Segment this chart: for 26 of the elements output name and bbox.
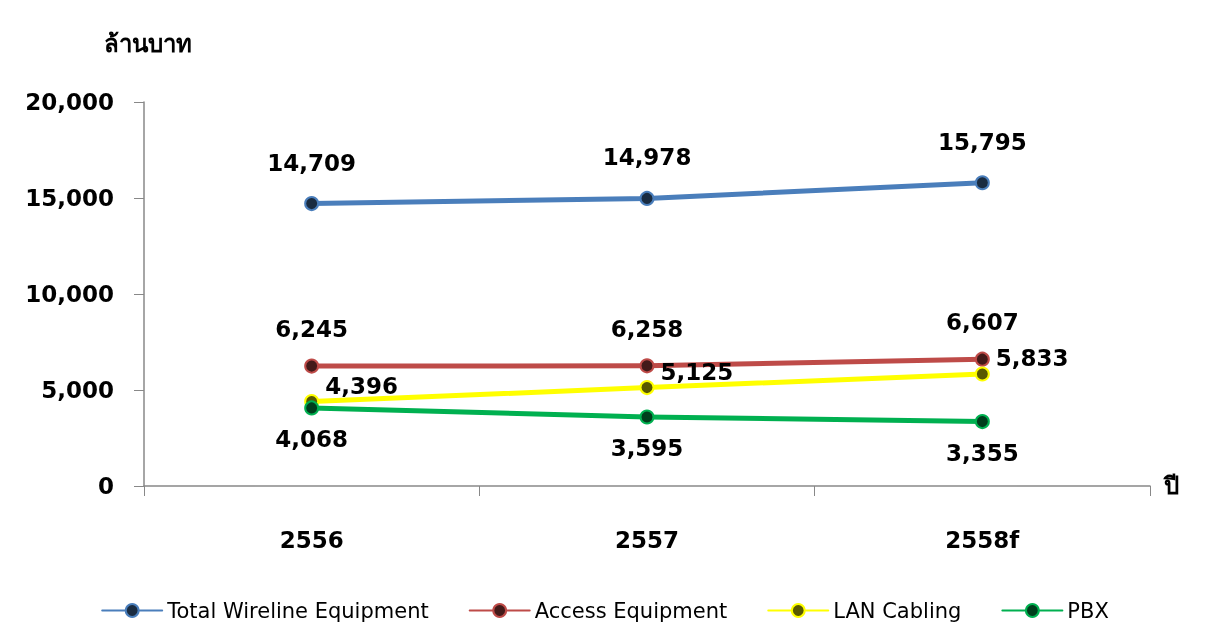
y-tick-label: 0 xyxy=(97,473,114,499)
x-tick-label: 2558f xyxy=(945,526,1021,553)
data-label: 14,978 xyxy=(602,144,692,171)
y-axis-title: ล้านบาท xyxy=(104,30,192,58)
x-tick-label: 2557 xyxy=(614,526,680,553)
legend-label: PBX xyxy=(1067,598,1109,623)
y-tick-label: 20,000 xyxy=(25,89,114,115)
data-label: 3,595 xyxy=(610,434,684,461)
data-label: 4,068 xyxy=(275,425,349,452)
data-label: 4,396 xyxy=(325,372,398,399)
x-tick-label: 2556 xyxy=(279,526,344,553)
x-axis-title: ปี xyxy=(1163,472,1179,500)
legend-label: LAN Cabling xyxy=(833,598,962,623)
y-tick-label: 5,000 xyxy=(41,377,114,403)
y-tick-label: 10,000 xyxy=(25,281,114,307)
legend-label: Access Equipment xyxy=(534,598,728,623)
data-label: 6,607 xyxy=(945,309,1019,336)
data-label: 5,125 xyxy=(660,358,734,385)
data-label: 5,833 xyxy=(995,345,1069,372)
legend-label: Total Wireline Equipment xyxy=(166,598,429,623)
data-label: 3,355 xyxy=(945,439,1019,466)
y-tick-label: 15,000 xyxy=(25,185,114,211)
data-label: 15,795 xyxy=(937,128,1027,155)
data-label: 6,245 xyxy=(275,316,349,343)
data-label: 14,709 xyxy=(267,149,357,176)
data-label: 6,258 xyxy=(610,315,684,342)
